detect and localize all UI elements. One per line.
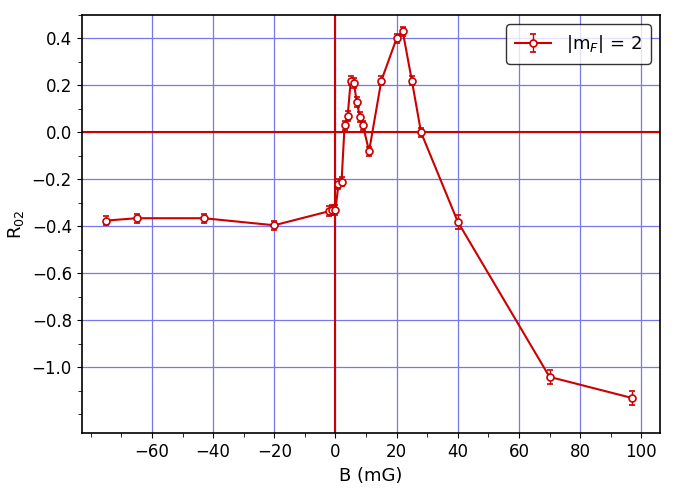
Y-axis label: R$_{02}$: R$_{02}$ [6, 209, 26, 239]
Legend: |m$_{F}$| = 2: |m$_{F}$| = 2 [506, 24, 651, 64]
X-axis label: B (mG): B (mG) [339, 467, 403, 485]
